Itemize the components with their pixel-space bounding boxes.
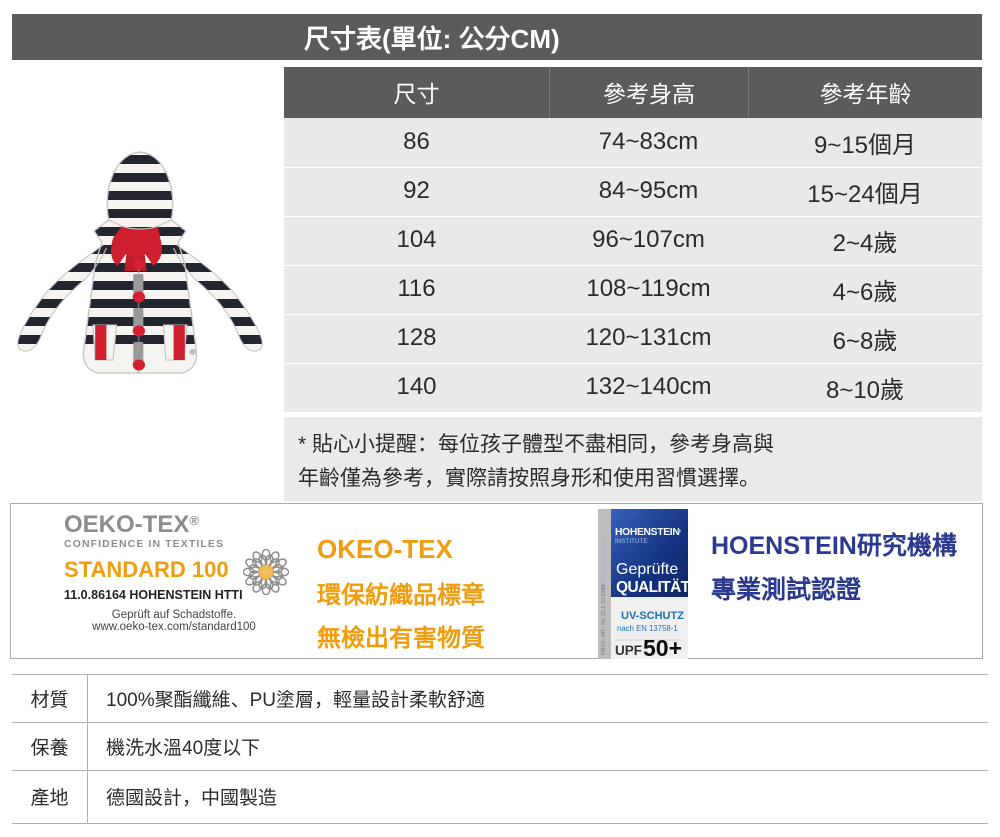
svg-text:HOHENSTEIN: HOHENSTEIN: [615, 527, 680, 538]
svg-text:50+: 50+: [643, 635, 682, 659]
svg-text:Geprüfte: Geprüfte: [616, 561, 678, 578]
svg-text:www.hohenstein.com: www.hohenstein.com: [601, 539, 607, 592]
svg-text:UV-SCHUTZ: UV-SCHUTZ: [621, 610, 684, 622]
svg-text:nach EN 13758-1: nach EN 13758-1: [617, 624, 678, 633]
svg-text:PRÜF.-NR.: HL 15.1.10.0286: PRÜF.-NR.: HL 15.1.10.0286: [600, 584, 607, 655]
svg-text:UPF: UPF: [615, 643, 642, 658]
svg-text:QUALITÄT: QUALITÄT: [616, 579, 688, 596]
svg-text:INSTITUTE: INSTITUTE: [615, 538, 648, 545]
